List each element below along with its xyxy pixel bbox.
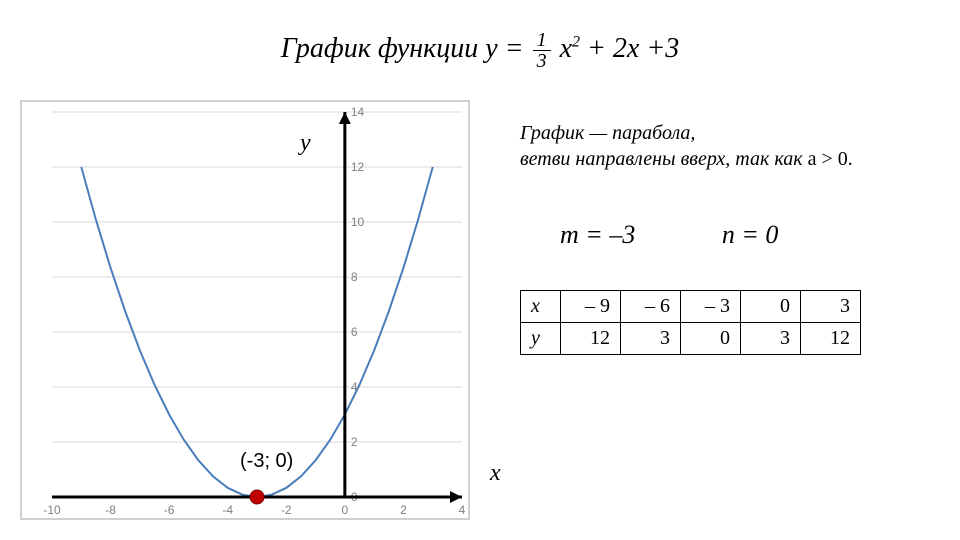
title-var: x [553, 33, 572, 64]
table-cell: 12 [561, 323, 621, 355]
table-row: y 12 3 0 3 12 [521, 323, 861, 355]
row-x-header: x [521, 291, 561, 323]
row-y-header: y [521, 323, 561, 355]
svg-text:0: 0 [342, 503, 349, 517]
desc-condition: а > 0. [808, 148, 853, 170]
svg-text:8: 8 [351, 270, 358, 284]
desc-line1: График — парабола, [520, 122, 695, 144]
table-cell: – 9 [561, 291, 621, 323]
desc-line2: ветви направлены вверх, так как [520, 148, 808, 170]
table-cell: – 6 [621, 291, 681, 323]
table-cell: 0 [681, 323, 741, 355]
table-cell: – 3 [681, 291, 741, 323]
page-title: График функции y = 13 x2 + 2x +3 [0, 30, 960, 71]
table-cell: 3 [621, 323, 681, 355]
frac-numerator: 1 [533, 30, 551, 51]
svg-text:-8: -8 [105, 503, 116, 517]
title-exponent: 2 [572, 34, 580, 51]
svg-text:10: 10 [351, 215, 365, 229]
table-cell: 0 [741, 291, 801, 323]
title-prefix: График функции y = [281, 33, 531, 64]
svg-text:12: 12 [351, 160, 365, 174]
x-axis-label: x [490, 460, 501, 487]
table-cell: 3 [801, 291, 861, 323]
svg-text:14: 14 [351, 105, 365, 119]
frac-denominator: 3 [533, 51, 551, 71]
table-cell: 3 [741, 323, 801, 355]
table-cell: 12 [801, 323, 861, 355]
svg-text:4: 4 [459, 503, 466, 517]
parameters: m = –3 n = 0 [560, 220, 778, 250]
svg-text:2: 2 [351, 435, 358, 449]
svg-text:6: 6 [351, 325, 358, 339]
vertex-label: (-3; 0) [240, 450, 293, 473]
svg-text:-4: -4 [222, 503, 233, 517]
data-table: x – 9 – 6 – 3 0 3 y 12 3 0 3 12 [520, 290, 861, 355]
y-axis-label: y [300, 130, 311, 157]
svg-text:-2: -2 [281, 503, 292, 517]
svg-text:-10: -10 [43, 503, 61, 517]
svg-text:2: 2 [400, 503, 407, 517]
title-suffix: + 2x +3 [580, 33, 679, 64]
svg-text:-6: -6 [164, 503, 175, 517]
param-m: m = –3 [560, 220, 635, 249]
param-n: n = 0 [722, 220, 779, 249]
title-fraction: 13 [533, 30, 551, 71]
description-text: График — парабола, ветви направлены ввер… [520, 120, 853, 172]
table-row: x – 9 – 6 – 3 0 3 [521, 291, 861, 323]
